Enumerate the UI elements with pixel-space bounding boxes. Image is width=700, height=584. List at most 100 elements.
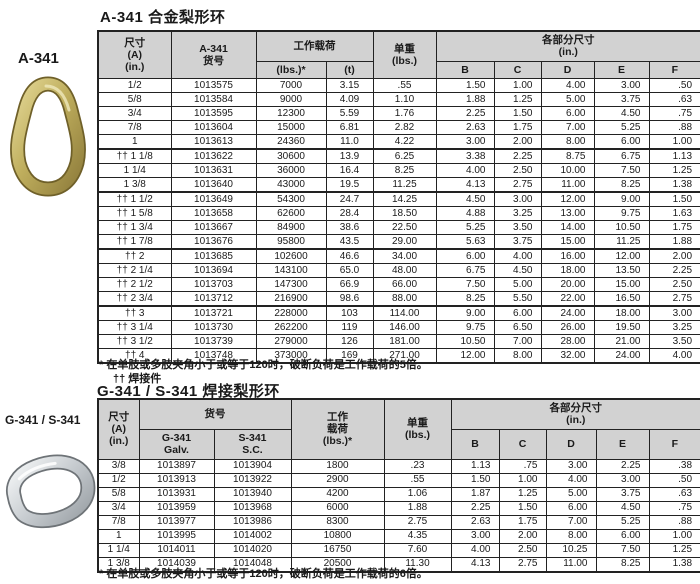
table-cell: 98.6 bbox=[325, 291, 374, 308]
a341-footnote-welded: †† 焊接件 bbox=[113, 373, 162, 385]
table-cell: .63 bbox=[648, 92, 700, 108]
table-cell: †† 1 7/8 bbox=[97, 234, 172, 251]
table-cell: 12.00 bbox=[593, 248, 650, 265]
table-cell: 10.50 bbox=[435, 334, 495, 350]
table-cell: 1/2 bbox=[97, 472, 140, 488]
table-cell: 1 1/4 bbox=[97, 163, 172, 179]
table-row: 1/2 1013913 1013922 2900.55 1.50 1.00 4.00 3.00… bbox=[97, 472, 700, 488]
table-cell: 1014039 bbox=[138, 556, 215, 572]
table-cell: 4.09 bbox=[325, 92, 374, 108]
table-cell: 1013640 bbox=[170, 177, 257, 194]
table-cell: 10.25 bbox=[545, 542, 597, 558]
table-cell: 2.25 bbox=[493, 148, 542, 165]
table-cell: 2.25 bbox=[450, 500, 500, 516]
table-cell: .88 bbox=[648, 120, 700, 136]
table-cell: 11.00 bbox=[540, 177, 595, 194]
table-cell: 1013613 bbox=[170, 134, 257, 151]
table-cell: 1.25 bbox=[648, 163, 700, 179]
table-cell: 14.25 bbox=[372, 191, 437, 208]
table-cell: 4.00 bbox=[648, 348, 700, 364]
table-cell: 4.50 bbox=[595, 500, 650, 516]
col-header-dimensions: 各部分尺寸 (in.) bbox=[435, 30, 700, 62]
table-cell: 6.50 bbox=[493, 320, 542, 336]
col-header-b: B bbox=[450, 428, 500, 460]
table-cell: 1013995 bbox=[138, 528, 215, 544]
a341-side-label: A-341 bbox=[18, 50, 59, 67]
table-cell: 1 3/8 bbox=[97, 556, 140, 572]
table-cell: .38 bbox=[648, 458, 700, 474]
table-row: 7/8 1013977 1013986 8300 2.75 2.63 1.75 7.00 5.2… bbox=[97, 514, 700, 530]
table-cell: 1013575 bbox=[170, 78, 257, 94]
table-cell: 6.81 bbox=[325, 120, 374, 136]
col-header-e: E bbox=[593, 60, 650, 80]
table-cell: 32.00 bbox=[540, 348, 595, 364]
table-cell: 1013986 bbox=[213, 514, 292, 530]
table-cell: 95800 bbox=[255, 234, 327, 251]
table-cell: 3.50 bbox=[493, 220, 542, 236]
table-cell: 22.50 bbox=[372, 220, 437, 236]
table-cell: 8.25 bbox=[595, 556, 650, 572]
table-cell: 1013913 bbox=[138, 472, 215, 488]
table-cell: 8.00 bbox=[545, 528, 597, 544]
table-cell: †† 3 1/4 bbox=[97, 320, 172, 336]
table-cell: 6.00 bbox=[593, 134, 650, 151]
table-cell: 38.6 bbox=[325, 220, 374, 236]
table-cell: 2.50 bbox=[493, 163, 542, 179]
table-cell: 1013968 bbox=[213, 500, 292, 516]
table-cell: 5.63 bbox=[435, 234, 495, 251]
table-cell: 4.00 bbox=[540, 78, 595, 94]
table-cell: 1.50 bbox=[498, 500, 547, 516]
table-cell: 1.50 bbox=[648, 191, 700, 208]
table-cell: 1013959 bbox=[138, 500, 215, 516]
table-cell: 20.00 bbox=[540, 277, 595, 293]
table-cell: 66.9 bbox=[325, 277, 374, 293]
table-cell: 1013631 bbox=[170, 163, 257, 179]
table-cell: 8.00 bbox=[493, 348, 542, 364]
g341-section-title: G-341 / S-341 焊接梨形环 bbox=[97, 383, 280, 400]
table-cell: 1 1/4 bbox=[97, 542, 140, 558]
table-cell: 1800 bbox=[290, 458, 385, 474]
table-cell: 54300 bbox=[255, 191, 327, 208]
table-cell: 1013658 bbox=[170, 206, 257, 222]
table-cell: 2.50 bbox=[498, 542, 547, 558]
table-cell: 11.00 bbox=[545, 556, 597, 572]
table-cell: 5.25 bbox=[593, 120, 650, 136]
table-cell: 1.75 bbox=[498, 514, 547, 530]
table-cell: 13.00 bbox=[540, 206, 595, 222]
table-cell: 4.00 bbox=[493, 248, 542, 265]
table-cell: 26.00 bbox=[540, 320, 595, 336]
table-cell: †† 1 1/8 bbox=[97, 148, 172, 165]
table-cell: 4200 bbox=[290, 486, 385, 502]
table-cell: 7/8 bbox=[97, 514, 140, 530]
table-cell: 1013712 bbox=[170, 291, 257, 308]
table-cell: 1013721 bbox=[170, 305, 257, 322]
table-cell: 88.00 bbox=[372, 291, 437, 308]
table-row: †† 1 3/4 1013667 84900 38.6 22.50 5.25 3.50 14.… bbox=[97, 220, 700, 236]
table-cell: 1013897 bbox=[138, 458, 215, 474]
table-cell: 18.00 bbox=[593, 305, 650, 322]
table-cell: 1013922 bbox=[213, 472, 292, 488]
table-cell: 1013739 bbox=[170, 334, 257, 350]
table-cell: 1.38 bbox=[648, 556, 700, 572]
table-cell: 2.82 bbox=[372, 120, 437, 136]
col-header-code: 货号 bbox=[138, 398, 292, 430]
table-cell: .55 bbox=[383, 472, 452, 488]
col-header-lbs: (lbs.)* bbox=[255, 60, 327, 80]
table-cell: 11.25 bbox=[593, 234, 650, 251]
table-cell: 5/8 bbox=[97, 486, 140, 502]
table-cell: 2.00 bbox=[493, 134, 542, 151]
table-cell: 1013730 bbox=[170, 320, 257, 336]
table-cell: 181.00 bbox=[372, 334, 437, 350]
table-cell: 7.00 bbox=[545, 514, 597, 530]
g341-table-body: 3/8 1013897 1013904 1800.23 1.13.75 3.00 2.25.… bbox=[97, 458, 700, 572]
table-cell: 7.50 bbox=[435, 277, 495, 293]
table-cell: 3/4 bbox=[97, 500, 140, 516]
table-cell: 1.06 bbox=[383, 486, 452, 502]
table-cell: 2.00 bbox=[648, 248, 700, 265]
table-cell: 3.00 bbox=[648, 305, 700, 322]
table-cell: 1014048 bbox=[213, 556, 292, 572]
table-cell: 6000 bbox=[290, 500, 385, 516]
table-cell: 1013904 bbox=[213, 458, 292, 474]
table-row: 3/4 1013595 12300 5.59 1.76 2.25 1.50 6.00 4.50.… bbox=[97, 106, 700, 122]
g341-table-header: 尺寸 (A) (in.) 货号 工作 载荷 (lbs.)* 单重 (lbs.) … bbox=[97, 398, 700, 460]
